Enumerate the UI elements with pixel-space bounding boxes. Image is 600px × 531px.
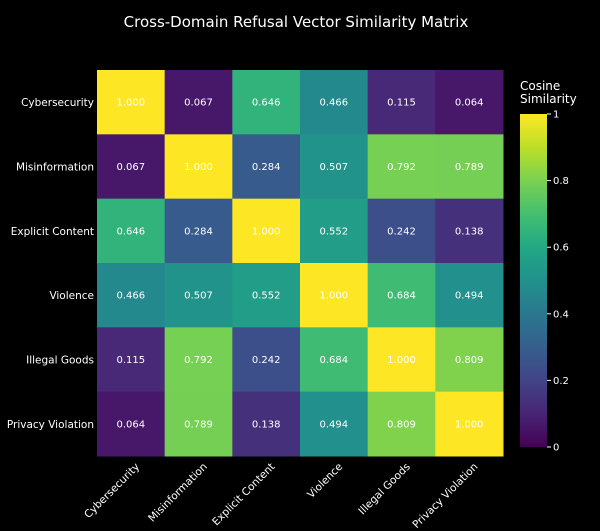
cell-value-label: 0.284: [184, 226, 213, 237]
cell-value-label: 0.115: [117, 355, 146, 366]
heatmap-cell: [232, 198, 301, 264]
heatmap-cell: [232, 70, 301, 135]
cell-value-label: 1.000: [387, 355, 416, 366]
cell-value-label: 0.552: [252, 291, 281, 302]
heatmap-cell: [164, 263, 233, 328]
cell-value-label: 1.000: [455, 419, 484, 430]
y-tick-label: Violence: [49, 290, 94, 302]
heatmap-cell: [367, 327, 436, 393]
heatmap-cell: [367, 134, 436, 200]
heatmap-cell: [435, 198, 504, 264]
heatmap-cell: [97, 70, 166, 135]
heatmap-cell: [300, 70, 369, 135]
cell-value-label: 0.138: [455, 226, 484, 237]
heatmap-cell: [164, 70, 233, 135]
cell-value-label: 0.792: [387, 162, 416, 173]
y-tick-label: Privacy Violation: [7, 419, 94, 431]
cell-value-label: 0.284: [252, 162, 281, 173]
colorbar-tick-label: 0.2: [553, 376, 569, 387]
cell-value-label: 0.494: [455, 291, 484, 302]
heatmap-cell: [300, 391, 369, 457]
y-tick-label: Explicit Content: [11, 226, 94, 238]
cell-value-label: 0.507: [184, 291, 213, 302]
heatmap-cell: [232, 263, 301, 328]
heatmap-cell: [232, 327, 301, 393]
colorbar-title: Cosine: [520, 79, 560, 93]
heatmap-cell: [164, 198, 233, 264]
cell-value-label: 1.000: [184, 162, 213, 173]
cell-value-label: 1.000: [117, 98, 146, 109]
colorbar-tick-label: 0: [553, 443, 559, 454]
heatmap-cell: [300, 263, 369, 328]
cell-value-label: 0.789: [455, 162, 484, 173]
y-tick-label: Misinformation: [16, 162, 94, 174]
heatmap-cell: [435, 134, 504, 200]
heatmap-cell: [435, 391, 504, 457]
cell-value-label: 0.646: [252, 98, 281, 109]
cell-value-label: 0.466: [320, 98, 349, 109]
colorbar-gradient: [520, 114, 547, 447]
cell-value-label: 0.809: [387, 419, 416, 430]
heatmap-cell: [232, 134, 301, 200]
heatmap-cell: [164, 391, 233, 457]
cell-value-label: 0.138: [252, 419, 281, 430]
cell-value-label: 0.494: [320, 419, 349, 430]
heatmap-cell: [97, 327, 166, 393]
cell-value-label: 0.466: [117, 291, 146, 302]
colorbar-tick-label: 0.6: [553, 243, 569, 254]
x-tick-label: Violence: [305, 461, 345, 501]
y-axis-tick-labels: Cybersecurity Misinformation Explicit Cont…: [7, 97, 94, 431]
heatmap-cell: [435, 263, 504, 328]
colorbar-tick-label: 0.4: [553, 309, 569, 320]
cell-value-label: 0.552: [320, 226, 349, 237]
x-tick-label: Cybersecurity: [82, 461, 142, 521]
cell-value-label: 0.064: [117, 419, 146, 430]
heatmap-cell: [164, 327, 233, 393]
x-tick-label: Explicit Content: [210, 461, 277, 528]
cell-value-label: 0.242: [387, 226, 416, 237]
heatmap-cell: [367, 263, 436, 328]
y-tick-label: Illegal Goods: [26, 355, 94, 367]
heatmap-cell: [97, 198, 166, 264]
heatmap-cell: [300, 134, 369, 200]
x-tick-label: Misinformation: [146, 461, 210, 525]
cell-value-label: 0.789: [184, 419, 213, 430]
cell-value-label: 0.242: [252, 355, 281, 366]
heatmap-cell: [367, 391, 436, 457]
heatmap-cell: [97, 391, 166, 457]
cell-value-label: 0.507: [320, 162, 349, 173]
cell-value-label: 0.792: [184, 355, 213, 366]
x-tick-label: Privacy Violation: [410, 461, 480, 531]
cell-value-label: 0.115: [387, 98, 416, 109]
heatmap-cell: [300, 198, 369, 264]
cell-value-label: 1.000: [320, 291, 349, 302]
colorbar-title: Similarity: [520, 92, 577, 106]
cell-value-label: 0.684: [320, 355, 349, 366]
x-tick-label: Illegal Goods: [356, 461, 412, 517]
colorbar-tick-label: 0.8: [553, 176, 569, 187]
cell-value-label: 0.064: [455, 98, 484, 109]
heatmap-cell: [300, 327, 369, 393]
heatmap-cell: [367, 70, 436, 135]
heatmap-cell: [435, 70, 504, 135]
heatmap-cell: [367, 198, 436, 264]
cell-value-label: 0.067: [117, 162, 146, 173]
heatmap-cells: 1.000 0.067 0.646 0.466 0.115 0.064 0.067 1.000…: [97, 70, 504, 457]
heatmap-cell: [97, 263, 166, 328]
cell-value-label: 0.809: [455, 355, 484, 366]
cell-value-label: 1.000: [252, 226, 281, 237]
y-tick-label: Cybersecurity: [21, 97, 94, 109]
heatmap-cell: [232, 391, 301, 457]
chart-title: Cross-Domain Refusal Vector Similarity M…: [124, 13, 469, 31]
cell-value-label: 0.684: [387, 291, 416, 302]
colorbar-tick-label: 1: [553, 110, 559, 121]
x-axis-tick-labels: Cybersecurity Misinformation Explicit Cont…: [82, 461, 480, 531]
cell-value-label: 0.067: [184, 98, 213, 109]
heatmap-cell: [435, 327, 504, 393]
cell-value-label: 0.646: [117, 226, 146, 237]
heatmap-cell: [164, 134, 233, 200]
heatmap-cell: [97, 134, 166, 200]
